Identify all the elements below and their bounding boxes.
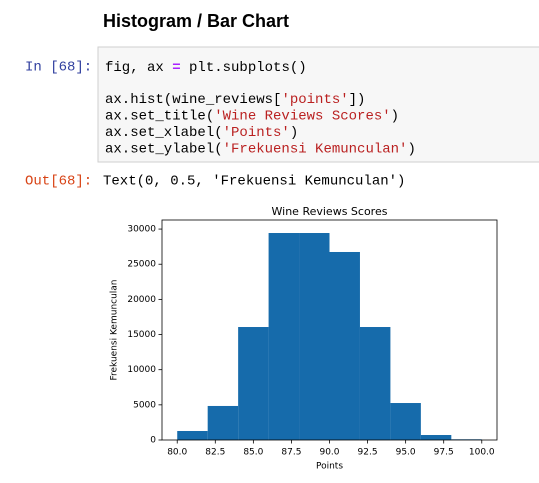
- y-tick-label: 20000: [127, 295, 156, 305]
- chart-title: Wine Reviews Scores: [272, 205, 388, 218]
- code-token: ax.set_ylabel(: [105, 141, 223, 157]
- bar: [177, 431, 208, 440]
- x-tick-label: 95.0: [396, 448, 416, 458]
- x-tick-label: 90.0: [319, 448, 339, 458]
- code-token: =: [172, 60, 180, 76]
- y-tick-label: 15000: [127, 330, 156, 340]
- code-token: 'points': [281, 92, 348, 108]
- code-token: ): [391, 108, 399, 124]
- bar: [238, 327, 269, 440]
- bar: [299, 233, 330, 440]
- code-token: 'Frekuensi Kemunculan': [223, 141, 408, 157]
- x-tick-label: 85.0: [243, 448, 263, 458]
- heading: Histogram / Bar Chart: [103, 11, 289, 31]
- code-token: 'Wine Reviews Scores': [214, 108, 390, 124]
- code-token: ): [290, 125, 298, 141]
- code-line: ax.set_ylabel('Frekuensi Kemunculan'): [105, 141, 416, 157]
- bar: [268, 233, 300, 440]
- chart: 80.0 82.5 85.0 87.5 90.0 92.5 95.0 97.5 100.0 0 50…: [110, 205, 498, 472]
- code-token: ): [407, 141, 415, 157]
- code: fig, ax = plt.subplots() ax.hist(wine_rev…: [105, 60, 416, 158]
- code-line: ax.set_xlabel('Points'): [105, 125, 298, 141]
- x-tick-label: 80.0: [167, 448, 187, 458]
- x-tick-label: 97.5: [434, 448, 454, 458]
- x-tick-label: 82.5: [205, 448, 225, 458]
- y-tick-label: 25000: [127, 260, 156, 270]
- y-tick-label: 5000: [133, 400, 156, 410]
- output-prompt: Out[68]:: [25, 174, 92, 190]
- y-tick-label: 0: [150, 436, 156, 446]
- bar: [420, 435, 452, 440]
- x-tick-label: 92.5: [358, 448, 378, 458]
- code-token: ax.hist(wine_reviews[: [105, 92, 281, 108]
- code-token: ax.set_xlabel(: [105, 125, 223, 141]
- y-axis-label: Frekuensi Kemunculan: [110, 279, 120, 380]
- code-token: 'Points': [223, 125, 290, 141]
- bar: [207, 405, 239, 440]
- output-text: Text(0, 0.5, 'Frekuensi Kemunculan'): [103, 174, 405, 190]
- code-token: ax.set_title(: [105, 108, 214, 124]
- code-line: fig, ax = plt.subplots(): [105, 60, 307, 76]
- code-line: ax.hist(wine_reviews['points']): [105, 92, 365, 108]
- code-token: ]): [349, 92, 366, 108]
- y-tick-label: 30000: [127, 225, 156, 235]
- input-prompt: In [68]:: [25, 60, 92, 76]
- x-tick-label: 87.5: [281, 448, 301, 458]
- code-token: fig, ax: [105, 60, 172, 76]
- x-tick-label: 100.0: [469, 448, 495, 458]
- bar: [359, 327, 391, 440]
- y-tick-label: 10000: [127, 365, 156, 375]
- x-axis-label: Points: [316, 462, 343, 472]
- code-line: ax.set_title('Wine Reviews Scores'): [105, 108, 399, 124]
- bar: [390, 403, 421, 440]
- code-cell[interactable]: [97, 46, 539, 163]
- bar: [329, 251, 360, 440]
- code-token: plt.subplots(): [181, 60, 307, 76]
